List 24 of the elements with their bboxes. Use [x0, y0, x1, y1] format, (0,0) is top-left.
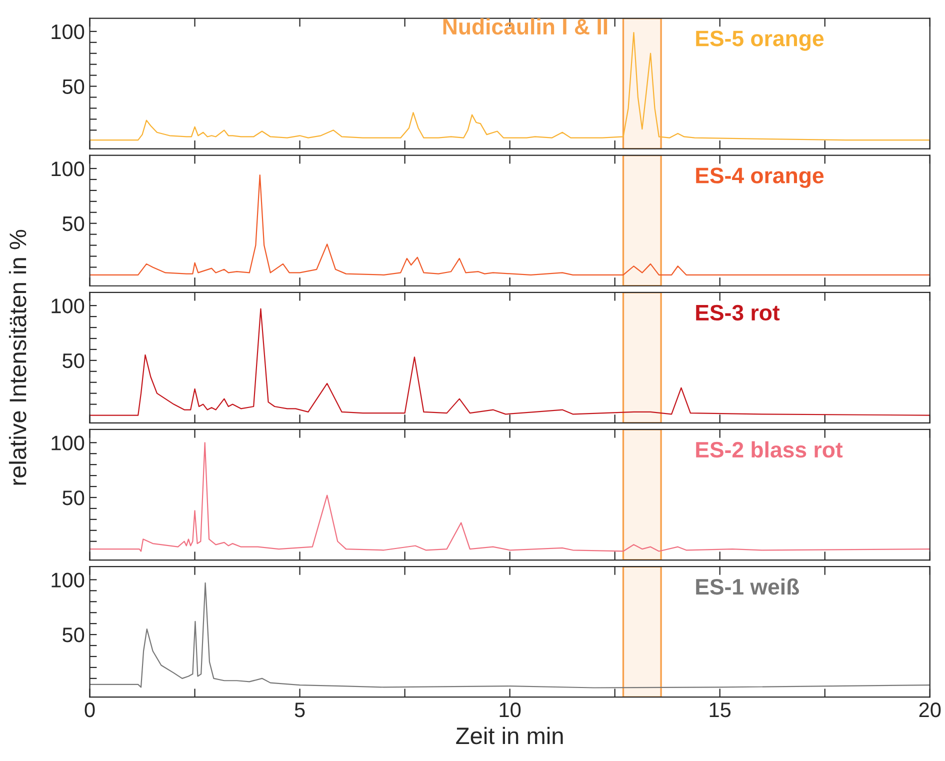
y-tick-label: 50	[62, 353, 84, 368]
y-tick-label: 50	[62, 490, 84, 506]
y-tick-label: 100	[52, 298, 84, 314]
line-series	[90, 442, 930, 552]
y-tick-label: 50	[62, 216, 84, 232]
text: ES-4 orange	[696, 168, 824, 188]
y-axis-title: relative Intensitäten in %	[8, 230, 26, 485]
text: ES-5 orange	[696, 30, 824, 51]
y-tick-label: 50	[62, 79, 84, 94]
band-label: Nudicaulin I & II	[443, 18, 608, 35]
x-tick-label: 0	[84, 702, 95, 718]
y-tick-label: 100	[52, 161, 84, 176]
y-tick-label: 100	[52, 436, 84, 450]
y-tick-label: 50	[62, 628, 84, 642]
text: ES-1 weiß	[696, 578, 799, 595]
text: ES-2 blass rot	[696, 441, 843, 458]
x-axis-title: Zeit in min	[456, 726, 563, 744]
y-tick-label: 100	[52, 24, 84, 40]
x-tick-label: 15	[710, 702, 731, 718]
x-tick-label: 10	[500, 702, 521, 718]
text: ES-3 rot	[696, 304, 780, 321]
x-tick-label: 5	[294, 702, 305, 718]
y-tick-label: 100	[52, 572, 84, 588]
x-tick-label: 20	[919, 702, 941, 718]
